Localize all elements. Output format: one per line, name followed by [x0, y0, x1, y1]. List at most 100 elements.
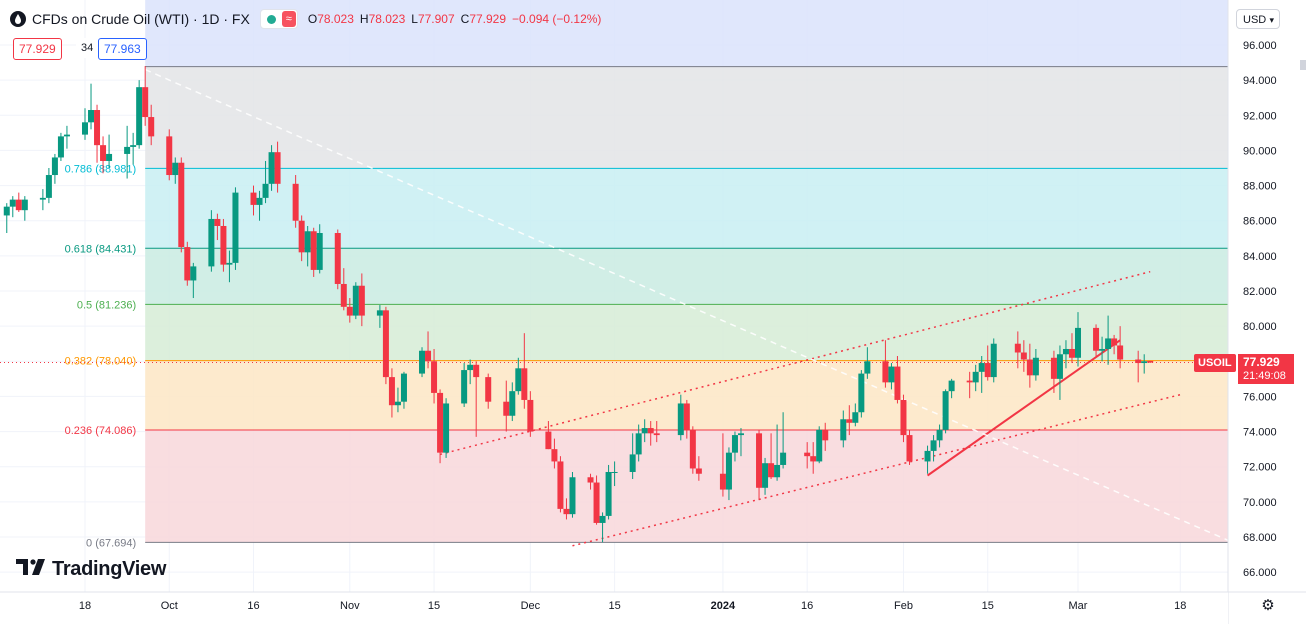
change-value: −0.094 (−0.12%)	[512, 12, 602, 26]
candle-body-7	[57, 136, 64, 158]
symbol-title[interactable]: CFDs on Crude Oil (WTI) · 1D · FX	[32, 11, 250, 27]
candle-body-32	[268, 152, 275, 184]
x-tick-2: 16	[247, 600, 259, 612]
close-value: 77.929	[469, 12, 507, 26]
candle-body-8	[63, 134, 70, 137]
candle-body-45	[382, 310, 389, 378]
candle-body-130	[1141, 361, 1148, 364]
buy-button[interactable]: 77.963	[98, 38, 147, 60]
candle-body-42	[352, 285, 359, 316]
candle-body-112	[978, 363, 985, 372]
currency-selector[interactable]: USD ▾	[1236, 9, 1280, 29]
y-tick-70: 70.000	[1243, 497, 1277, 509]
candle-body-2	[15, 199, 22, 211]
market-status-pill[interactable]: ≈	[259, 9, 298, 29]
candle-body-58	[503, 401, 510, 416]
fib-zone-0.786	[145, 66, 1229, 169]
candle-body-36	[304, 231, 311, 253]
last-price-tag: 77.929 21:49:08	[1238, 354, 1294, 384]
candle-body-20	[172, 162, 179, 176]
fib-label-0.382: 0.382 (78.040)	[65, 356, 137, 368]
candle-body-106	[930, 440, 937, 451]
candle-body-88	[768, 463, 775, 478]
candle-body-39	[334, 233, 341, 284]
candle-body-1	[9, 199, 16, 207]
candle-body-77	[653, 433, 660, 436]
x-tick-10: 15	[982, 600, 994, 612]
candle-body-10	[88, 110, 95, 123]
candle-body-71	[605, 471, 612, 516]
candle-body-69	[593, 482, 600, 523]
candle-body-0	[3, 206, 10, 216]
fib-zone-0.382	[145, 304, 1229, 361]
candle-body-129	[1135, 359, 1142, 364]
candle-body-97	[852, 412, 859, 423]
time-axis-background	[0, 592, 1228, 624]
low-key: L	[411, 12, 418, 26]
market-open-dot	[266, 14, 276, 24]
high-value: 78.023	[368, 12, 406, 26]
candle-body-64	[551, 449, 558, 462]
candle-body-21	[178, 162, 185, 248]
candle-body-57	[485, 377, 492, 402]
trend-line-0	[439, 270, 1151, 456]
y-tick-92: 92.000	[1243, 110, 1277, 122]
candle-body-113	[984, 363, 991, 378]
candle-body-12	[100, 145, 107, 161]
panel-edge-handle[interactable]	[1300, 60, 1306, 70]
candle-body-19	[166, 136, 173, 176]
candle-body-104	[906, 435, 913, 462]
y-tick-80: 80.000	[1243, 321, 1277, 333]
candle-body-131	[1147, 360, 1154, 363]
candle-body-93	[816, 429, 823, 462]
candle-body-68	[587, 477, 594, 483]
candle-body-59	[509, 391, 516, 416]
candle-body-96	[846, 419, 853, 423]
candle-body-31	[262, 183, 269, 198]
candle-body-103	[900, 399, 907, 436]
settings-gear-icon[interactable]: ⚙	[1261, 597, 1275, 614]
y-tick-88: 88.000	[1243, 181, 1277, 193]
candle-body-33	[274, 152, 281, 184]
candle-body-4	[39, 197, 46, 200]
candle-body-66	[563, 508, 570, 515]
y-tick-68: 68.000	[1243, 532, 1277, 544]
candle-body-83	[725, 452, 732, 490]
candle-body-25	[214, 218, 221, 226]
oil-drop-icon	[10, 11, 26, 27]
trend-line-3	[144, 68, 1229, 542]
candle-body-56	[473, 364, 480, 378]
candle-body-79	[683, 403, 690, 430]
candle-body-125	[1099, 348, 1106, 351]
candle-body-15	[130, 145, 137, 147]
candle-body-126	[1105, 338, 1112, 349]
fib-label-0.786: 0.786 (88.981)	[65, 163, 137, 175]
symbol-price-tag: USOIL	[1194, 354, 1236, 372]
candle-body-92	[810, 456, 817, 462]
y-tick-84: 84.000	[1243, 251, 1277, 263]
candle-body-94	[822, 429, 829, 441]
candle-body-52	[437, 392, 444, 453]
x-tick-5: Dec	[521, 600, 541, 612]
x-tick-3: Nov	[340, 600, 360, 612]
candle-body-123	[1075, 327, 1081, 358]
sell-button[interactable]: 77.929	[13, 38, 62, 60]
candle-body-107	[936, 429, 943, 441]
candle-body-23	[190, 266, 197, 281]
y-tick-86: 86.000	[1243, 216, 1277, 228]
y-tick-96: 96.000	[1243, 40, 1277, 52]
candle-body-18	[148, 117, 155, 137]
candle-body-121	[1062, 348, 1069, 355]
candle-body-55	[467, 364, 474, 371]
candle-body-13	[106, 153, 113, 161]
approx-data-icon: ≈	[281, 11, 296, 27]
candle-body-63	[545, 431, 552, 450]
tradingview-logo[interactable]: TradingView	[16, 558, 166, 581]
fib-zone-extension	[145, 0, 1229, 67]
candle-body-5	[45, 175, 52, 198]
candle-body-72	[611, 471, 618, 473]
candle-body-24	[208, 218, 215, 267]
ohlc-values: O78.023 H78.023 L77.907 C77.929 −0.094 (…	[308, 12, 602, 26]
candle-body-14	[124, 146, 131, 154]
